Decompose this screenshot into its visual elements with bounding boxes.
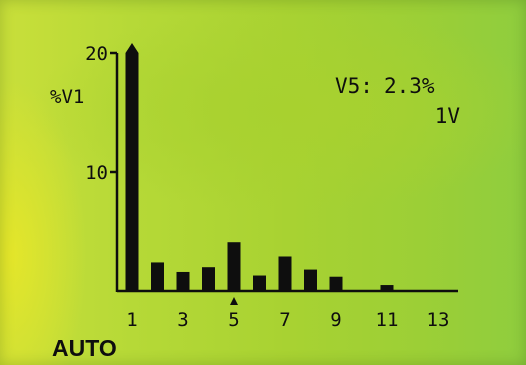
x-tick-label-11: 11 [376, 309, 399, 331]
x-tick-label-13: 13 [427, 309, 450, 331]
x-tick-label-3: 3 [177, 309, 188, 331]
x-tick-label-7: 7 [279, 309, 290, 331]
x-tick-label-5: 5 [228, 309, 239, 331]
bar-harmonic-2 [151, 262, 164, 291]
bar-harmonic-3 [176, 271, 190, 291]
overflow-arrow-icon [125, 43, 139, 53]
y-axis-label: %V1 [50, 86, 84, 108]
bar-harmonic-8 [304, 269, 317, 291]
bar-harmonic-1 [125, 53, 139, 291]
auto-mode-label: AUTO [52, 335, 117, 361]
cursor-marker-icon [230, 297, 238, 305]
range-label: 1V [435, 104, 461, 128]
bar-harmonic-7 [278, 256, 292, 291]
y-tick-label-20: 20 [85, 43, 108, 65]
x-tick-label-1: 1 [126, 309, 137, 331]
chart-bars [125, 43, 394, 291]
bar-harmonic-4 [202, 267, 215, 291]
bar-harmonic-9 [329, 276, 343, 291]
x-tick-label-9: 9 [330, 309, 341, 331]
y-tick-label-10: 10 [85, 162, 108, 184]
bar-harmonic-6 [253, 275, 266, 291]
bar-harmonic-11 [380, 285, 394, 291]
reading-label: V5: [335, 74, 373, 98]
bar-harmonic-5 [227, 242, 241, 291]
reading-value: 2.3% [384, 74, 435, 98]
